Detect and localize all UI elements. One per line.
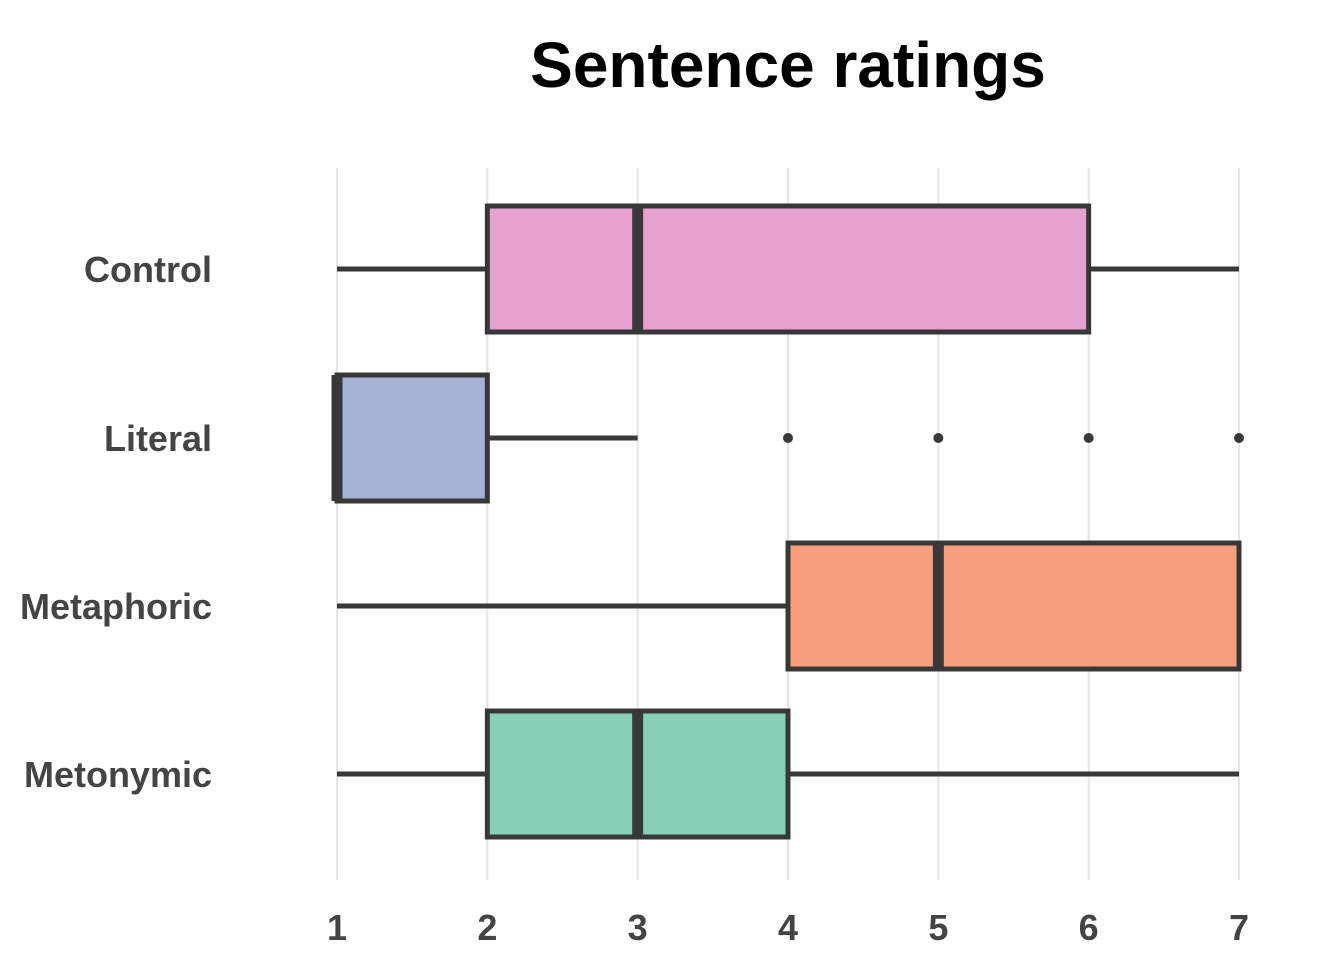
boxplot-series [331, 203, 1244, 840]
x-tick-label: 6 [1079, 907, 1099, 948]
box-control [337, 203, 1239, 335]
category-label-metonymic: Metonymic [24, 754, 212, 795]
outlier-point [783, 433, 793, 443]
x-tick-label: 4 [778, 907, 798, 948]
x-tick-label: 2 [477, 907, 497, 948]
box-metonymic [337, 708, 1239, 840]
outlier-point [933, 433, 944, 443]
x-tick-label: 3 [628, 907, 648, 948]
box-literal [331, 372, 1244, 504]
outlier-point [1083, 433, 1094, 443]
outlier-point [1234, 433, 1244, 443]
axis-labels: 1 2 3 4 5 6 7 Control Literal Metaphoric Metonymic [20, 249, 1249, 948]
category-label-literal: Literal [104, 418, 212, 459]
x-tick-label: 7 [1229, 907, 1249, 948]
category-label-control: Control [84, 249, 212, 290]
category-label-metaphoric: Metaphoric [20, 586, 212, 627]
x-tick-label: 1 [327, 907, 347, 948]
x-tick-label: 5 [928, 907, 948, 948]
box-metaphoric [337, 540, 1242, 672]
iqr-box [484, 203, 1092, 335]
iqr-box [334, 372, 490, 504]
iqr-box [785, 540, 1242, 672]
